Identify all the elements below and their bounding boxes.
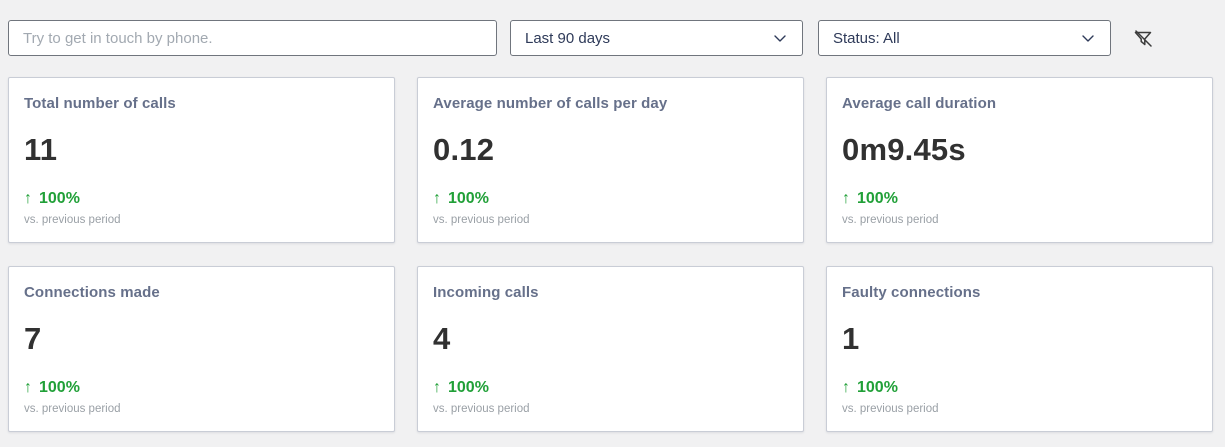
filter-toolbar: Last 90 days Status: All	[0, 0, 1225, 56]
up-arrow-icon: ↑	[842, 190, 850, 207]
compare-label: vs. previous period	[433, 403, 530, 415]
up-arrow-icon: ↑	[24, 190, 32, 207]
card-delta: ↑ 100%	[842, 379, 1192, 397]
kpi-cards-grid: Total number of calls 11 ↑ 100% vs. prev…	[0, 56, 1225, 432]
card-title: Average call duration	[842, 95, 997, 112]
stat-card-avg-call-duration: Average call duration 0m9.45s ↑ 100% vs.…	[826, 77, 1213, 243]
card-delta: ↑ 100%	[24, 190, 374, 208]
compare-label: vs. previous period	[433, 214, 530, 226]
stat-card-connections-made: Connections made 7 ↑ 100% vs. previous p…	[8, 266, 395, 432]
card-title: Connections made	[24, 284, 160, 301]
compare-label: vs. previous period	[24, 214, 121, 226]
filter-off-icon	[1134, 30, 1152, 47]
card-value: 7	[24, 321, 42, 356]
period-select-value: Last 90 days	[525, 29, 611, 47]
stat-card-avg-calls-per-day: Average number of calls per day 0.12 ↑ 1…	[417, 77, 804, 243]
delta-value: 100%	[39, 379, 80, 396]
card-delta: ↑ 100%	[842, 190, 1192, 208]
phone-search-input[interactable]	[8, 20, 497, 56]
chevron-down-icon	[774, 35, 786, 42]
card-value: 0m9.45s	[842, 132, 966, 167]
up-arrow-icon: ↑	[433, 379, 441, 396]
compare-label: vs. previous period	[842, 403, 939, 415]
chevron-down-icon	[1082, 35, 1094, 42]
stat-card-faulty-connections: Faulty connections 1 ↑ 100% vs. previous…	[826, 266, 1213, 432]
delta-value: 100%	[448, 379, 489, 396]
card-title: Total number of calls	[24, 95, 176, 112]
compare-label: vs. previous period	[842, 214, 939, 226]
compare-label: vs. previous period	[24, 403, 121, 415]
status-select[interactable]: Status: All	[818, 20, 1111, 56]
delta-value: 100%	[857, 379, 898, 396]
card-title: Faulty connections	[842, 284, 981, 301]
delta-value: 100%	[857, 190, 898, 207]
delta-value: 100%	[448, 190, 489, 207]
card-title: Average number of calls per day	[433, 95, 668, 112]
delta-value: 100%	[39, 190, 80, 207]
stat-card-incoming-calls: Incoming calls 4 ↑ 100% vs. previous per…	[417, 266, 804, 432]
up-arrow-icon: ↑	[842, 379, 850, 396]
card-delta: ↑ 100%	[24, 379, 374, 397]
card-delta: ↑ 100%	[433, 379, 783, 397]
status-select-value: Status: All	[833, 29, 900, 47]
card-value: 0.12	[433, 132, 495, 167]
card-title: Incoming calls	[433, 284, 539, 301]
clear-filters-button[interactable]	[1128, 23, 1158, 53]
card-delta: ↑ 100%	[433, 190, 783, 208]
up-arrow-icon: ↑	[433, 190, 441, 207]
card-value: 1	[842, 321, 860, 356]
stat-card-total-calls: Total number of calls 11 ↑ 100% vs. prev…	[8, 77, 395, 243]
up-arrow-icon: ↑	[24, 379, 32, 396]
card-value: 11	[24, 132, 58, 167]
card-value: 4	[433, 321, 451, 356]
period-select[interactable]: Last 90 days	[510, 20, 803, 56]
